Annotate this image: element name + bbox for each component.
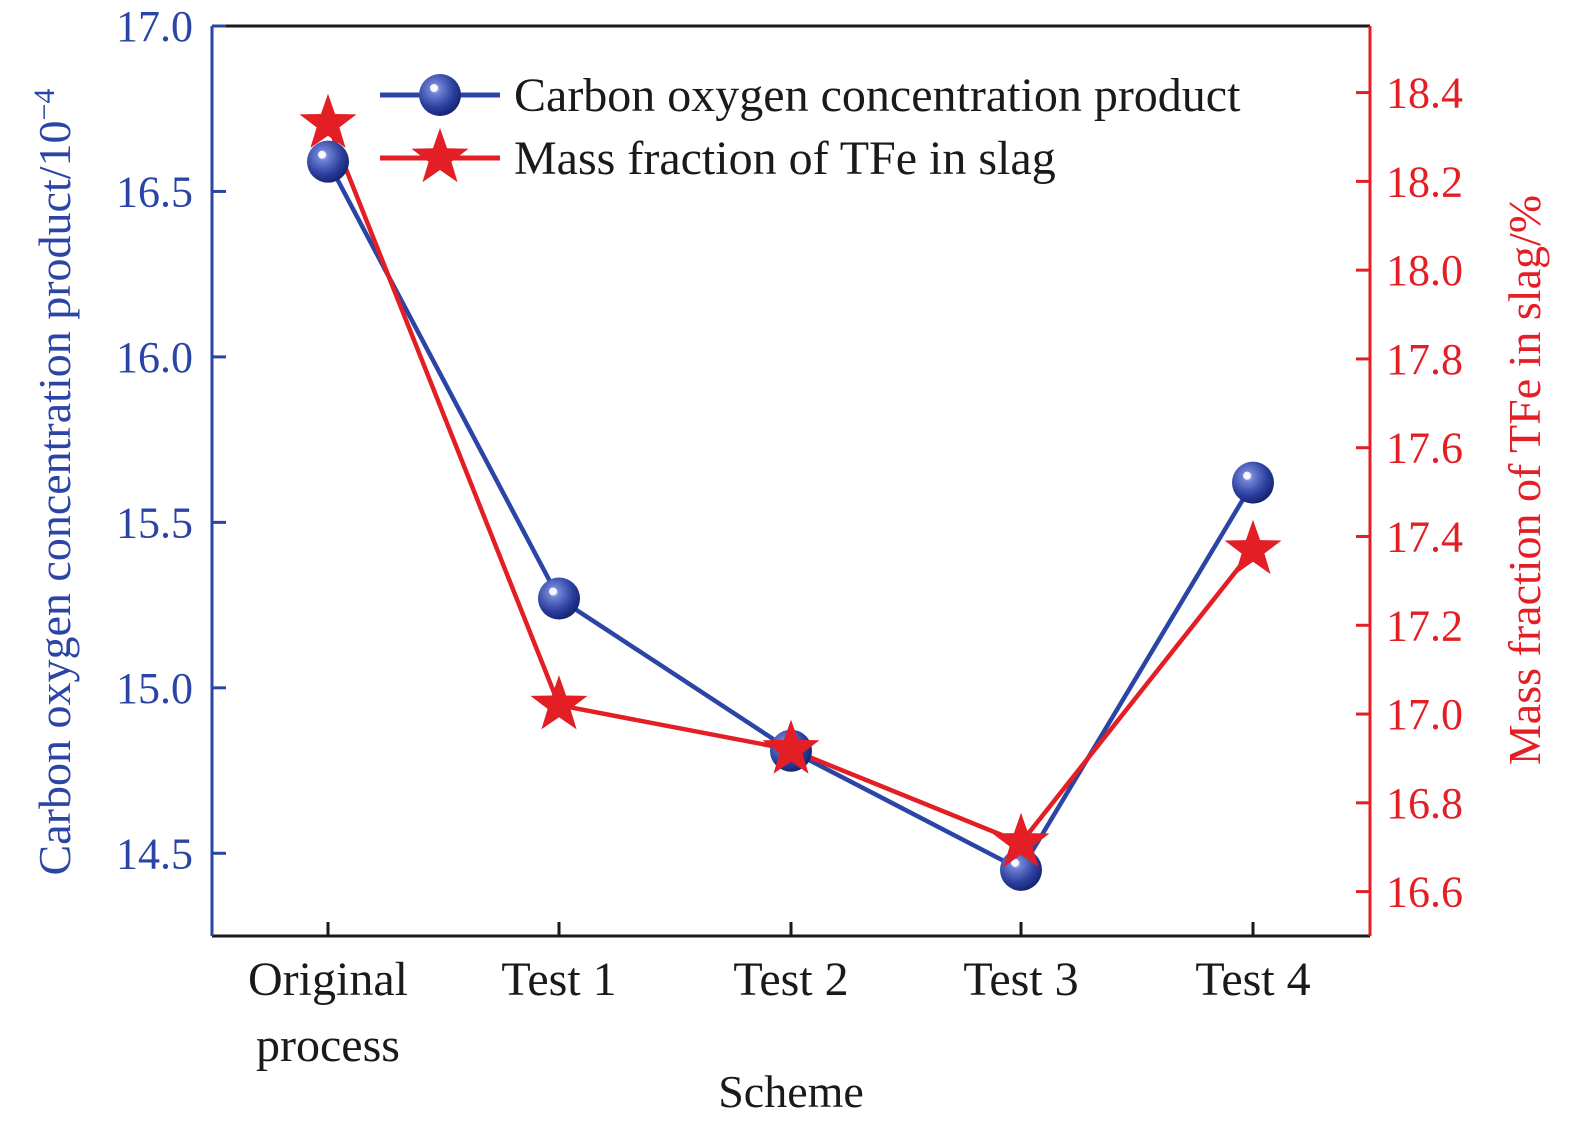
left-y-tick-label: 17.0 (116, 2, 193, 51)
left-y-axis-ticks: 14.5 15.0 15.5 16.0 16.5 17.0 (116, 2, 226, 878)
x-axis-ticks: Original process Test 1 Test 2 Test 3 Test 4 (248, 922, 1311, 1072)
data-point-carbon-oxygen (1232, 461, 1274, 504)
right-y-tick-label: 17.0 (1386, 690, 1463, 739)
x-tick-label: Test 3 (963, 953, 1078, 1006)
x-tick-label: process (256, 1019, 400, 1072)
x-tick-label: Test 4 (1195, 953, 1310, 1006)
left-y-axis-title-superscript: −4 (28, 89, 61, 121)
right-y-tick-label: 18.2 (1386, 157, 1463, 206)
left-y-tick-label: 16.5 (116, 167, 193, 216)
data-point-tfe (762, 719, 820, 774)
plot-frame (210, 24, 1372, 938)
legend-label-carbon-oxygen: Carbon oxygen concentration product (514, 69, 1241, 122)
data-point-highlight (318, 150, 326, 159)
data-point-carbon-oxygen (1000, 848, 1042, 891)
left-y-tick-label: 15.5 (116, 498, 193, 547)
left-y-tick-label: 15.0 (116, 664, 193, 713)
series-layer (299, 93, 1282, 891)
data-point-highlight (549, 587, 557, 596)
right-y-tick-label: 18.0 (1386, 246, 1463, 295)
x-axis-title: Scheme (718, 1066, 864, 1117)
data-point-tfe (992, 812, 1050, 868)
right-y-tick-label: 17.4 (1386, 512, 1463, 561)
left-y-tick-label: 16.0 (116, 333, 193, 382)
data-point-highlight (1011, 858, 1019, 867)
data-point-carbon-oxygen (307, 140, 349, 183)
legend-item-tfe: Mass fraction of TFe in slag (380, 128, 1056, 185)
right-y-tick-label: 17.6 (1386, 424, 1463, 473)
legend: Carbon oxygen concentration product Mass… (380, 69, 1241, 185)
legend-star-marker (411, 128, 469, 183)
x-tick-label: Test 2 (733, 953, 848, 1006)
right-y-tick-label: 17.8 (1386, 335, 1463, 384)
data-point-tfe (299, 93, 357, 148)
data-point-highlight (1243, 471, 1251, 480)
right-y-axis-ticks: 16.6 16.8 17.0 17.2 17.4 17.6 17.8 18.0 18.2 18.4 (1356, 69, 1463, 917)
legend-sphere-marker (419, 74, 461, 116)
left-y-axis-title-main: Carbon oxygen concentration product/10 (29, 120, 80, 875)
legend-label-tfe: Mass fraction of TFe in slag (514, 132, 1056, 185)
right-y-tick-label: 16.8 (1386, 779, 1463, 828)
right-y-tick-label: 17.2 (1386, 601, 1463, 650)
right-y-tick-label: 16.6 (1386, 868, 1463, 917)
legend-sphere-highlight (430, 84, 438, 92)
right-y-axis-title: Mass fraction of TFe in slag/% (1499, 195, 1550, 765)
x-tick-label: Original (248, 953, 408, 1006)
right-y-tick-label: 18.4 (1386, 69, 1463, 118)
data-point-tfe (1224, 519, 1282, 575)
x-tick-label: Test 1 (501, 953, 616, 1006)
legend-item-carbon-oxygen: Carbon oxygen concentration product (380, 69, 1241, 122)
left-y-tick-label: 14.5 (116, 829, 193, 878)
data-point-tfe (530, 675, 588, 730)
left-y-axis-title: Carbon oxygen concentration product/10−4 (28, 89, 80, 876)
data-point-carbon-oxygen (538, 577, 580, 620)
